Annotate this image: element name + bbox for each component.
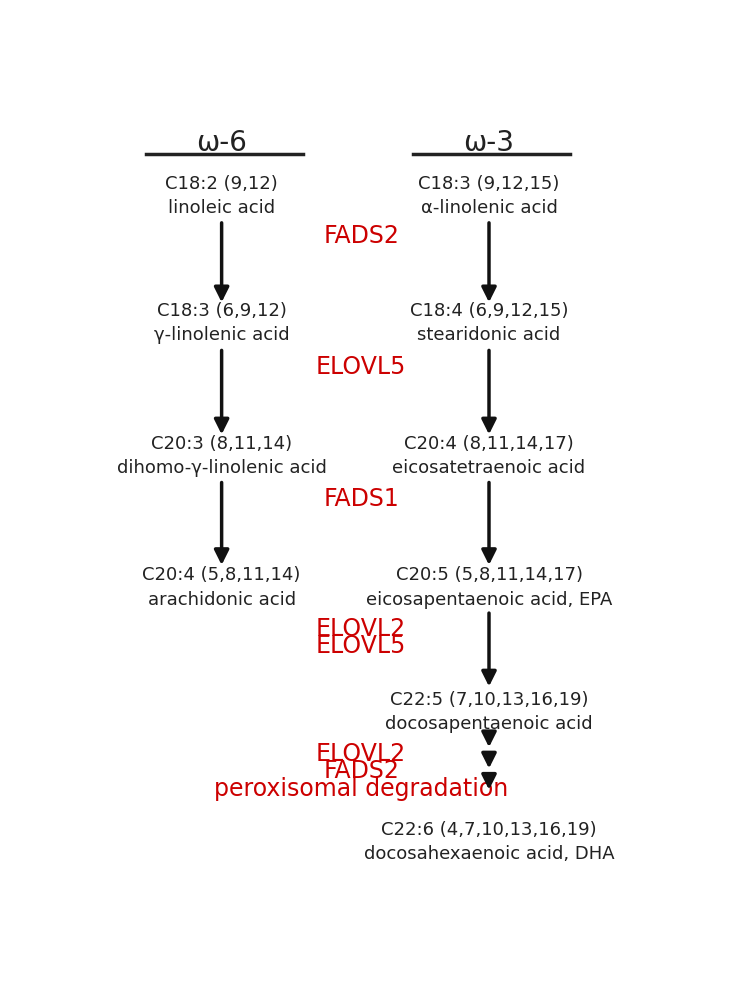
Text: C18:2 (9,12): C18:2 (9,12) bbox=[165, 175, 278, 192]
Text: C18:3 (6,9,12): C18:3 (6,9,12) bbox=[157, 302, 286, 320]
Text: C18:3 (9,12,15): C18:3 (9,12,15) bbox=[419, 175, 560, 192]
Text: ELOVL5: ELOVL5 bbox=[316, 355, 407, 380]
Text: FADS1: FADS1 bbox=[323, 487, 399, 512]
Text: C20:3 (8,11,14): C20:3 (8,11,14) bbox=[151, 435, 292, 453]
Text: eicosapentaenoic acid, EPA: eicosapentaenoic acid, EPA bbox=[366, 591, 612, 608]
Text: ELOVL5: ELOVL5 bbox=[316, 634, 407, 658]
Text: peroxisomal degradation: peroxisomal degradation bbox=[214, 777, 508, 801]
Text: C20:4 (8,11,14,17): C20:4 (8,11,14,17) bbox=[404, 435, 574, 453]
Text: C18:4 (6,9,12,15): C18:4 (6,9,12,15) bbox=[410, 302, 568, 320]
Text: C20:4 (5,8,11,14): C20:4 (5,8,11,14) bbox=[142, 566, 301, 585]
Text: stearidonic acid: stearidonic acid bbox=[417, 326, 560, 344]
Text: C22:6 (4,7,10,13,16,19): C22:6 (4,7,10,13,16,19) bbox=[381, 820, 597, 839]
Text: ω-6: ω-6 bbox=[196, 129, 247, 158]
Text: FADS2: FADS2 bbox=[323, 759, 399, 783]
Text: eicosatetraenoic acid: eicosatetraenoic acid bbox=[392, 459, 586, 477]
Text: ELOVL2: ELOVL2 bbox=[316, 741, 407, 766]
Text: ELOVL2: ELOVL2 bbox=[316, 616, 407, 641]
Text: dihomo-γ-linolenic acid: dihomo-γ-linolenic acid bbox=[117, 459, 326, 477]
Text: arachidonic acid: arachidonic acid bbox=[148, 591, 296, 608]
Text: C22:5 (7,10,13,16,19): C22:5 (7,10,13,16,19) bbox=[390, 691, 588, 709]
Text: docosahexaenoic acid, DHA: docosahexaenoic acid, DHA bbox=[364, 845, 614, 863]
Text: linoleic acid: linoleic acid bbox=[168, 199, 275, 217]
Text: ω-3: ω-3 bbox=[464, 129, 514, 158]
Text: α-linolenic acid: α-linolenic acid bbox=[421, 199, 557, 217]
Text: C20:5 (5,8,11,14,17): C20:5 (5,8,11,14,17) bbox=[395, 566, 583, 585]
Text: γ-linolenic acid: γ-linolenic acid bbox=[154, 326, 290, 344]
Text: FADS2: FADS2 bbox=[323, 224, 399, 248]
Text: docosapentaenoic acid: docosapentaenoic acid bbox=[386, 715, 592, 734]
